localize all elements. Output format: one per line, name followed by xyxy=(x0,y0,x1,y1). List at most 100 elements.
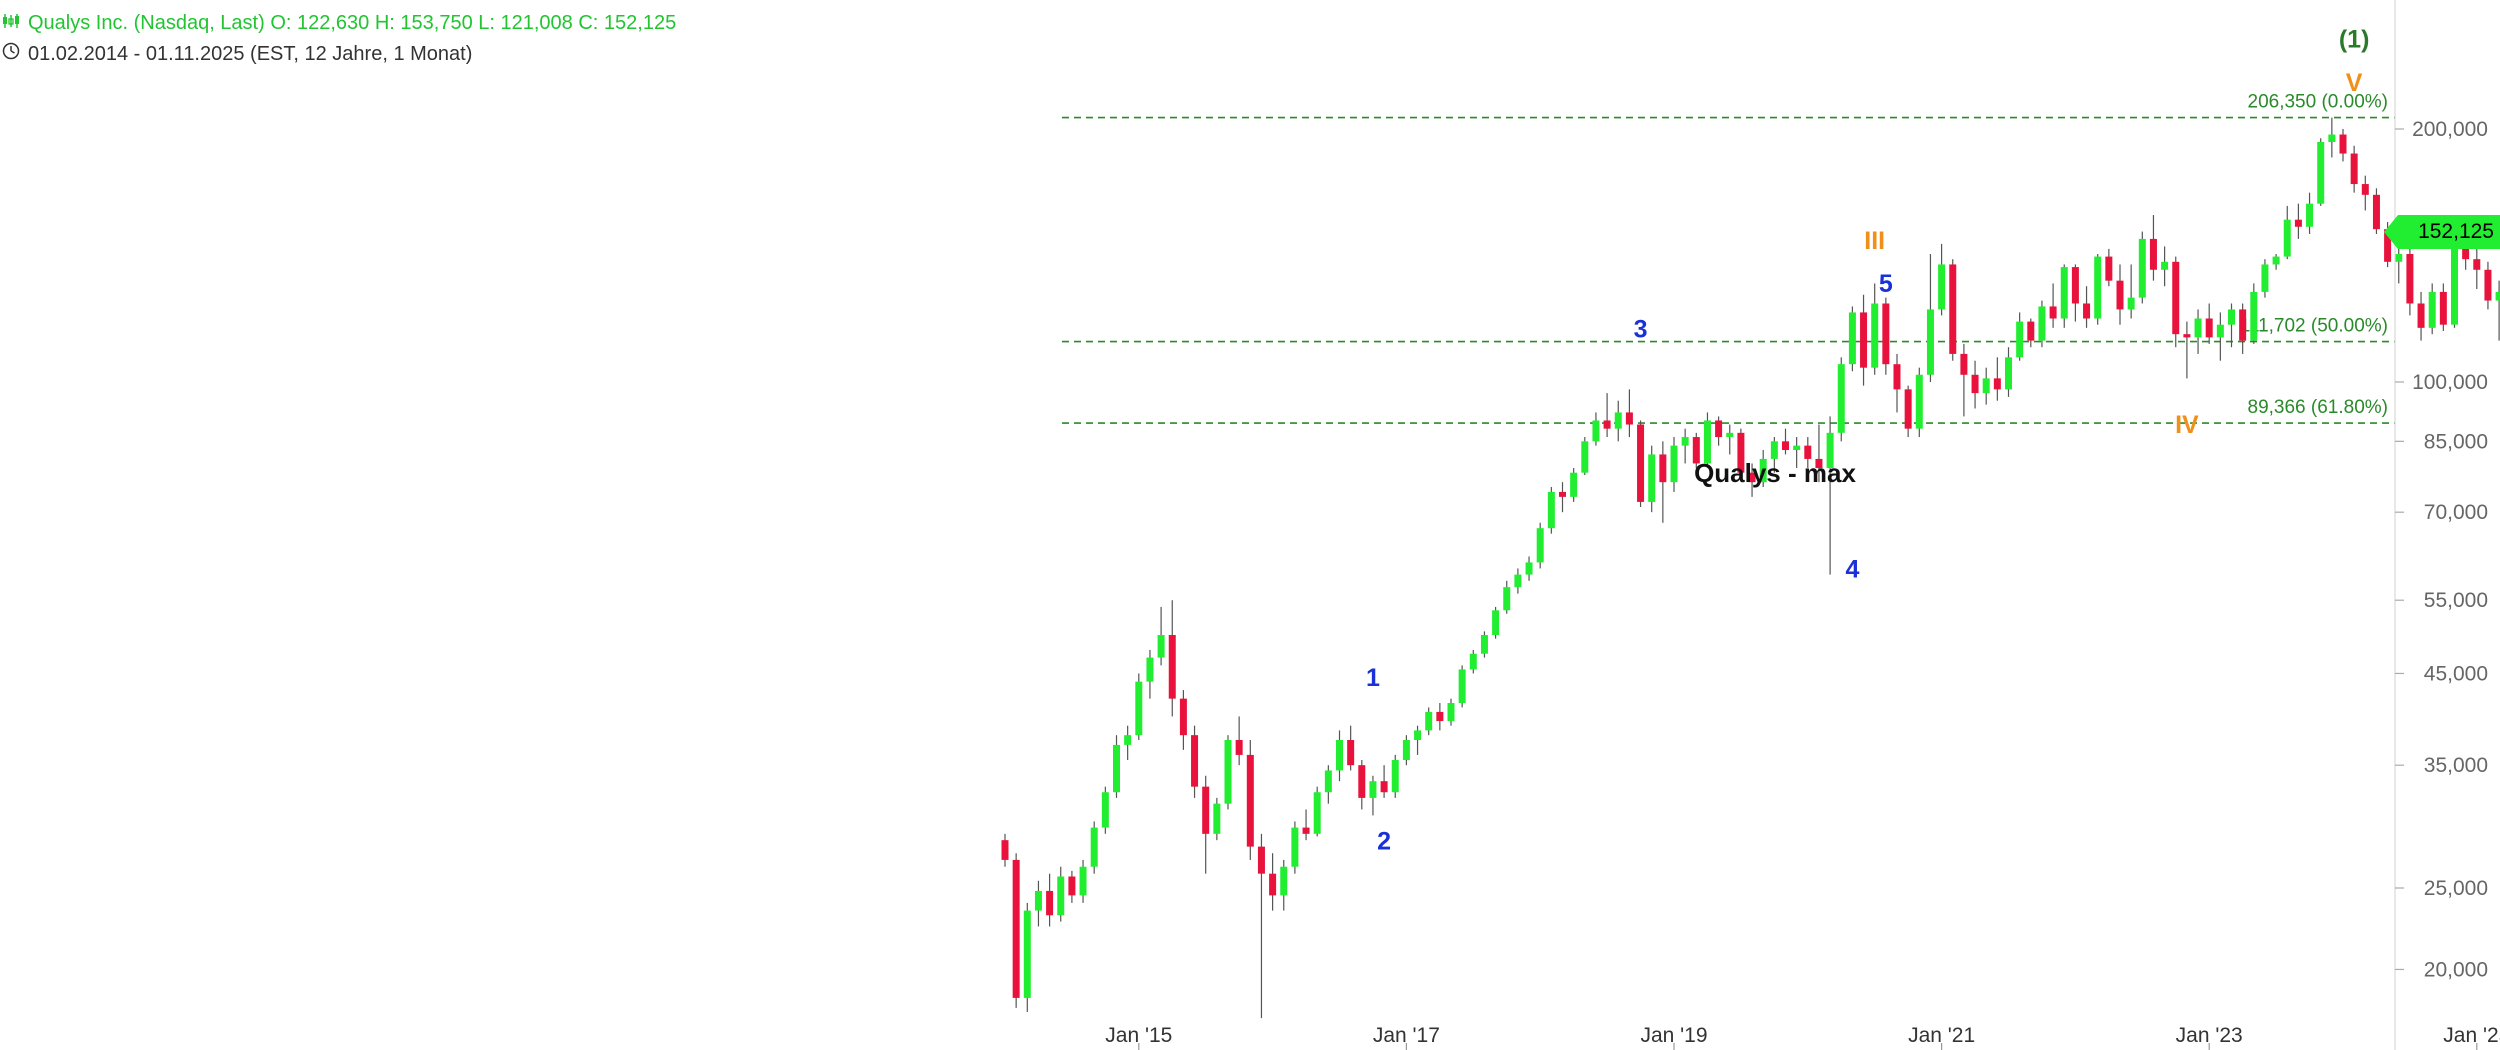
candle-body xyxy=(2149,238,2157,270)
candle-body xyxy=(1124,735,1132,745)
candle-body xyxy=(2172,261,2180,335)
candle-body xyxy=(1436,711,1444,722)
wave-label: 4 xyxy=(1845,556,1859,584)
candle-body xyxy=(2071,267,2079,304)
candle-body xyxy=(1001,840,1009,860)
candlestick-icon xyxy=(0,12,22,35)
fib-label: 111,702 (50.00%) xyxy=(2240,316,2388,337)
candle-body xyxy=(1168,635,1176,699)
y-tick-label: 25,000 xyxy=(2424,877,2488,900)
candle-body xyxy=(1257,846,1265,874)
candle-body xyxy=(1179,698,1187,736)
candle-body xyxy=(1213,803,1221,834)
candle-body xyxy=(1414,730,1422,741)
candle-body xyxy=(1837,364,1845,433)
candle-body xyxy=(1804,445,1812,459)
candle-body xyxy=(1313,792,1321,834)
candle-body xyxy=(2127,297,2135,310)
wave-label: 3 xyxy=(1634,315,1648,343)
candle-body xyxy=(1949,264,1957,354)
candle-body xyxy=(1280,866,1288,896)
candle-body xyxy=(1904,389,1912,429)
candle-body xyxy=(2328,134,2336,143)
candle-body xyxy=(1993,378,2001,390)
candle-body xyxy=(2094,256,2102,319)
candle-body xyxy=(2473,259,2481,270)
candle-body xyxy=(1057,876,1065,916)
candle-body xyxy=(1034,890,1042,911)
candle-body xyxy=(1893,364,1901,390)
wave-label: 2 xyxy=(1377,827,1391,855)
candle-body xyxy=(1915,374,1923,429)
candle-body xyxy=(1960,353,1968,375)
candle-body xyxy=(1926,309,1934,375)
candle-body xyxy=(1146,657,1154,682)
wave-label: 1 xyxy=(1366,664,1380,692)
candle-body xyxy=(1023,910,1031,998)
candle-body xyxy=(1012,859,1020,998)
y-tick-label: 70,000 xyxy=(2424,501,2488,524)
candle-body xyxy=(1224,740,1232,804)
wave-label: (1) xyxy=(2339,26,2370,54)
candle-body xyxy=(1514,574,1522,588)
candle-body xyxy=(1402,740,1410,761)
candle-body xyxy=(1447,703,1455,722)
candle-body xyxy=(2239,309,2247,341)
candle-body xyxy=(2484,269,2492,301)
candle-body xyxy=(1191,735,1199,787)
fib-levels: 206,350 (0.00%) 111,702 (50.00%) 89,366 (6… xyxy=(1062,92,2395,424)
candle-body xyxy=(1324,770,1332,793)
x-tick-label: Jan '17 xyxy=(1373,1024,1440,1047)
axes: 200,000100,00085,00070,00055,00045,00035… xyxy=(1105,0,2500,1050)
candle-body xyxy=(1269,873,1277,896)
candle-body xyxy=(1525,562,1533,575)
candle-body xyxy=(2027,321,2035,341)
candle-body xyxy=(2372,194,2380,230)
candle-body xyxy=(1614,412,1622,429)
candle-body xyxy=(1648,454,1656,502)
candle-body xyxy=(2439,291,2447,325)
candle-body xyxy=(2016,321,2024,358)
candle-body xyxy=(2294,219,2302,227)
candle-body xyxy=(1369,781,1377,798)
candle-body xyxy=(1692,437,1700,464)
candle-body xyxy=(2417,303,2425,328)
candle-body xyxy=(2038,306,2046,341)
candle-body xyxy=(2161,261,2169,270)
wave-labels: (1) V III IV 1 2 3 4 5 Qualys - max xyxy=(1366,26,2369,856)
candle-body xyxy=(2283,219,2291,257)
candle-body xyxy=(1157,635,1165,658)
y-tick-label: 35,000 xyxy=(2424,754,2488,777)
candle-body xyxy=(1090,827,1098,867)
candle-body xyxy=(1246,754,1254,847)
candle-body xyxy=(1637,424,1645,502)
candle-body xyxy=(1570,472,1578,497)
candle-body xyxy=(1782,441,1789,451)
candle-body xyxy=(1425,711,1433,731)
candle-body xyxy=(1670,445,1678,483)
candle-body xyxy=(1480,635,1488,654)
candle-body xyxy=(2361,184,2369,195)
candle-body xyxy=(2317,142,2325,204)
y-tick-label: 100,000 xyxy=(2412,371,2488,394)
y-tick-label: 20,000 xyxy=(2424,958,2488,981)
x-tick-label: Jan '15 xyxy=(1105,1024,1172,1047)
candle-body xyxy=(1503,587,1511,611)
candles xyxy=(1001,117,2500,1019)
wave-label: IV xyxy=(2175,411,2199,439)
candle-body xyxy=(1882,303,1890,365)
x-tick-label: Jan '21 xyxy=(1908,1024,1975,1047)
candle-body xyxy=(1101,792,1109,828)
candle-body xyxy=(1971,374,1979,394)
x-tick-label: Jan '25 xyxy=(2443,1024,2500,1047)
candle-body xyxy=(2272,256,2280,265)
candle-body xyxy=(1703,420,1711,464)
candle-body xyxy=(1759,458,1767,483)
candle-body xyxy=(1113,744,1120,793)
candle-body xyxy=(1235,740,1243,755)
candle-body xyxy=(1291,827,1299,867)
wave-label: 5 xyxy=(1879,270,1893,298)
candle-body xyxy=(1871,303,1879,368)
